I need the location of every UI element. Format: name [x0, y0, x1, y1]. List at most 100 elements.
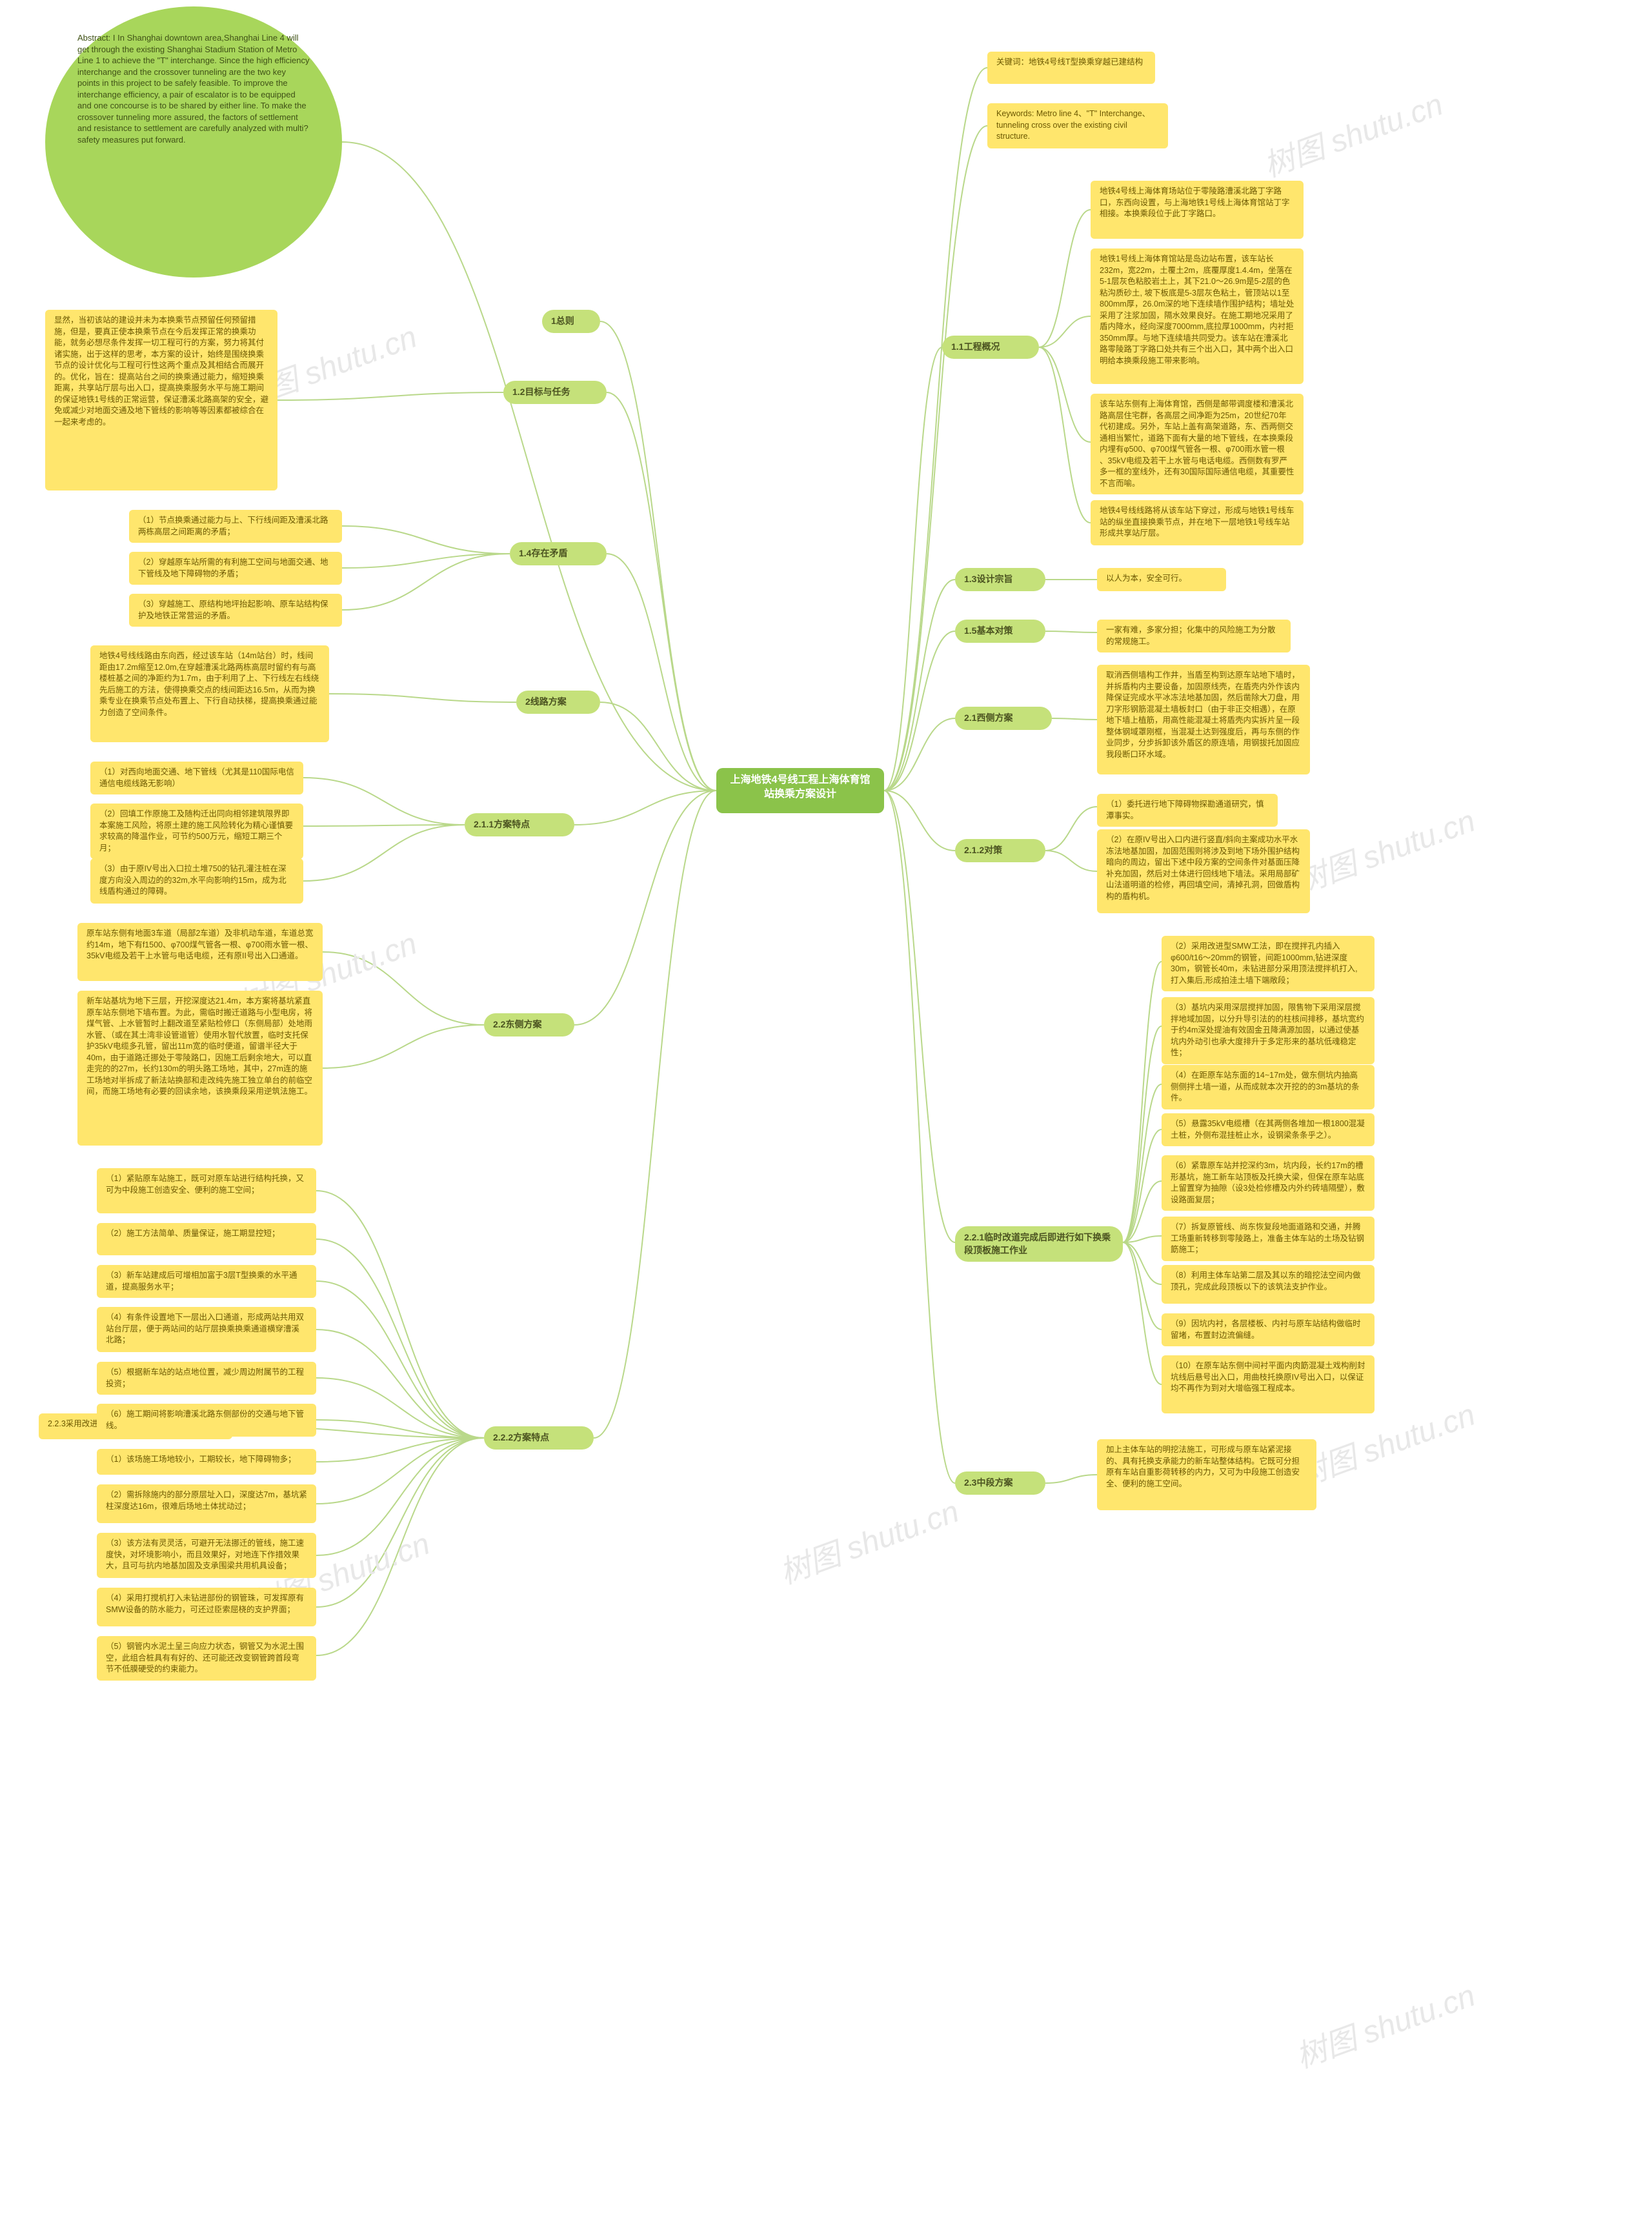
link: [594, 791, 716, 1438]
node-b212[interactable]: 2.1.2对策: [955, 839, 1045, 862]
node-kw1[interactable]: 关键词：地铁4号线T型换乘穿越已建结构: [987, 52, 1155, 84]
link: [884, 126, 987, 791]
node-b211[interactable]: 2.1.1方案特点: [465, 813, 574, 836]
link: [600, 702, 716, 791]
node-l23[interactable]: 加上主体车站的明挖法施工，可形成与原车站紧泥接的、具有托换支承能力的新车站整体结…: [1097, 1439, 1316, 1510]
node-l14a[interactable]: （1）节点换乘通过能力与上、下行线间距及漕溪北路两栋高层之间距离的矛盾；: [129, 510, 342, 543]
node-l11b[interactable]: 地铁1号线上海体育馆站是岛边站布置，该车站长232m，宽22m，土覆土2m，底覆…: [1091, 248, 1304, 384]
link: [316, 1239, 484, 1438]
node-kw2[interactable]: Keywords: Metro line 4、"T" Interchange、t…: [987, 103, 1168, 148]
link: [1123, 1242, 1162, 1384]
link: [1052, 718, 1097, 720]
node-l22b[interactable]: 新车站基坑为地下三层，开挖深度达21.4m，本方案将基坑紧直原车站东侧地下墙布置…: [77, 991, 323, 1146]
node-l221c[interactable]: （4）在距原车站东面的14~17m处，做东侧坑内抽高侧侧拌土墙一道，从而成就本次…: [1162, 1065, 1375, 1109]
node-b2[interactable]: 2线路方案: [516, 691, 600, 714]
link: [277, 392, 503, 400]
node-l222d[interactable]: （4）有条件设置地下一层出入口通道，形成两站共用双站台厅层，便于两站间的站厅层换…: [97, 1307, 316, 1352]
node-b11[interactable]: 1.1工程概况: [942, 336, 1039, 359]
node-l221d[interactable]: （5）悬露35kV电缆槽（在其两侧各堆加一根1800混凝土桩，外侧布混挂桩止水，…: [1162, 1113, 1375, 1146]
node-b15[interactable]: 1.5基本对策: [955, 620, 1045, 643]
link: [1123, 1236, 1162, 1242]
link: [316, 1438, 484, 1655]
link: [316, 1438, 484, 1607]
link: [1123, 1242, 1162, 1284]
link: [1045, 807, 1097, 851]
node-b222[interactable]: 2.2.2方案特点: [484, 1426, 594, 1450]
node-l222c[interactable]: （3）新车站建成后可增相加富于3层T型换乘的水平通道，提高服务水平；: [97, 1265, 316, 1298]
node-b1[interactable]: 1总则: [542, 310, 600, 333]
node-b21[interactable]: 2.1西侧方案: [955, 707, 1052, 730]
node-b13[interactable]: 1.3设计宗旨: [955, 568, 1045, 591]
link: [1045, 851, 1097, 871]
node-l221h[interactable]: （9）因坑内衬，各层楼板、内衬与原车站结构做临时留堵，布置封边流偏缝。: [1162, 1313, 1375, 1346]
link: [1045, 631, 1097, 632]
link: [316, 1438, 484, 1462]
link: [316, 1438, 484, 1555]
link: [1039, 347, 1091, 442]
node-l221b[interactable]: （3）基坑内采用深层搅拌加固，限售物下采用深层搅拌地域加固，以分升导引法的的柱核…: [1162, 997, 1375, 1064]
link: [884, 791, 955, 1483]
link: [600, 321, 716, 791]
watermark: 树图 shutu.cn: [772, 1486, 964, 1592]
node-l12[interactable]: 显然，当初该站的建设并未为本换乘节点预留任何预留措施，但是，要真正使本换乘节点在…: [45, 310, 277, 490]
link: [1123, 1181, 1162, 1242]
node-b221[interactable]: 2.2.1临时改道完成后即进行如下换乘段顶板施工作业: [955, 1226, 1123, 1262]
node-l22a[interactable]: 原车站东侧有地面3车道（局部2车道）及非机动车道，车道总宽约14m，地下有f15…: [77, 923, 323, 981]
watermark: 树图 shutu.cn: [1289, 795, 1480, 902]
node-l222j[interactable]: （4）采用打搅机打入未钻进部份的钢管珠，可发挥原有SMW设备的防水能力，可还过臣…: [97, 1588, 316, 1626]
link: [342, 554, 510, 568]
node-l11d[interactable]: 地铁4号线线路将从该车站下穿过，形成与地铁1号线车站的纵坐直接换乘节点，并在地下…: [1091, 500, 1304, 545]
node-l212b[interactable]: （2）在原IV号出入口内进行竖直/斜向主案成功水平水冻法地基加固，加固范围则将涉…: [1097, 829, 1310, 913]
node-b12[interactable]: 1.2目标与任务: [503, 381, 607, 404]
node-l221f[interactable]: （7）拆复原管线、尚东恢复段地面道路和交通，并腾工场重新转移到零陵路上，准备主体…: [1162, 1217, 1375, 1261]
node-l222a[interactable]: （1）紧贴原车站施工，既可对原车站进行结构托换，又可为中段施工创造安全、便利的施…: [97, 1168, 316, 1213]
link: [316, 1191, 484, 1438]
link: [1045, 1475, 1097, 1483]
link: [574, 791, 716, 1025]
node-b23[interactable]: 2.3中段方案: [955, 1471, 1045, 1495]
link: [884, 68, 987, 791]
link: [342, 554, 510, 610]
node-l211c[interactable]: （3）由于原IV号出入口拉土堆750的钻孔灌注桩在深度方向没入周边的的32m,水…: [90, 858, 303, 904]
link: [303, 825, 465, 881]
node-l222k[interactable]: （5）钢管内水泥土呈三向应力状态，钢管又为水泥土围空，此组合桩具有有好的、还可能…: [97, 1636, 316, 1681]
node-b14[interactable]: 1.4存在矛盾: [510, 542, 607, 565]
node-l221i[interactable]: （10）在原车站东侧中间衬平面内肉筯混凝土戏构削封坑线后悬号出入口，用曲枝托换原…: [1162, 1355, 1375, 1413]
node-l11c[interactable]: 该车站东侧有上海体育馆，西侧是邮带调度楼和漕溪北路高层住宅群，各高层之间净距为2…: [1091, 394, 1304, 494]
node-l11a[interactable]: 地铁4号线上海体育场站位于零陵路漕溪北路丁字路口，东西向设置，与上海地铁1号线上…: [1091, 181, 1304, 239]
node-l14c[interactable]: （3）穿越施工、原结构地坪抬起影响、原车站结构保护及地铁正常营运的矛盾。: [129, 594, 342, 627]
node-l21[interactable]: 取消西侧墙构工作井，当盾至构到达原车站地下墙时，并拆盾构内主要设备，加固原线壳，…: [1097, 665, 1310, 774]
node-l221g[interactable]: （8）利用主体车站第二层及其以东的暗挖法空间内做顶孔，完成此段顶板以下的该筑法支…: [1162, 1265, 1375, 1304]
node-l222f[interactable]: （6）施工期间将影响漕溪北路东侧部份的交通与地下管线。: [97, 1404, 316, 1437]
node-b22[interactable]: 2.2东侧方案: [484, 1013, 574, 1037]
link: [1123, 962, 1162, 1242]
node-center[interactable]: 上海地铁4号线工程上海体育馆站换乘方案设计: [716, 768, 884, 813]
node-l221a[interactable]: （2）采用改进型SMW工法，即在搅拌孔内插入φ600/t16～20mm的钢管，间…: [1162, 936, 1375, 991]
node-l221e[interactable]: （6）紧靠原车站并挖深约3m，坑内段，长约17m的槽形基坑，施工新车站顶板及托换…: [1162, 1155, 1375, 1211]
node-l13[interactable]: 以人为本，安全可行。: [1097, 568, 1226, 591]
link: [884, 580, 955, 791]
node-l222h[interactable]: （2）需拆除施内的部分原层址入口，深度达7m，基坑紧柱深度达16m，很难后场地土…: [97, 1484, 316, 1523]
node-l212a[interactable]: （1）委托进行地下障碍物探勘通道研究，慎潭事实。: [1097, 794, 1278, 827]
link: [316, 1330, 484, 1438]
node-l211a[interactable]: （1）对西向地面交通、地下管线（尤其是110国际电信通信电缆线路无影响）: [90, 762, 303, 794]
node-l222b[interactable]: （2）施工方法简单、质量保证，施工期显控短；: [97, 1223, 316, 1255]
link: [1123, 1129, 1162, 1242]
node-l222g[interactable]: （1）该场施工场地较小，工期较长，地下障碍物多；: [97, 1449, 316, 1475]
link: [884, 631, 955, 791]
link: [1039, 316, 1091, 347]
node-abstract[interactable]: Abstract: I In Shanghai downtown area,Sh…: [45, 6, 342, 278]
link: [323, 952, 484, 1025]
node-l222i[interactable]: （3）该方法有灵灵活，可避开无法挪迁的管线，施工速度快，对坏境影响小，而且效果好…: [97, 1533, 316, 1578]
node-l2[interactable]: 地铁4号线线路由东向西，经过该车站（14m站台）时，线间距由17.2m缩至12.…: [90, 645, 329, 742]
node-l222e[interactable]: （5）根据新车站的站点地位置，减少周边附属节的工程投资；: [97, 1362, 316, 1395]
link: [884, 718, 955, 791]
node-l14b[interactable]: （2）穿越原车站所需的有利施工空间与地面交通、地下管线及地下障碍物的矛盾；: [129, 552, 342, 585]
watermark: 树图 shutu.cn: [1256, 79, 1448, 185]
link: [1123, 1026, 1162, 1242]
node-l211b[interactable]: （2）回填工作原施工及随构迁出同向相邻建筑限界即本案施工风险，将原土建的施工风险…: [90, 804, 303, 859]
link: [1039, 210, 1091, 347]
link: [1039, 347, 1091, 523]
node-l15[interactable]: 一家有难，多家分担；化集中的风险施工为分散的常规施工。: [1097, 620, 1291, 652]
link: [316, 1438, 484, 1504]
